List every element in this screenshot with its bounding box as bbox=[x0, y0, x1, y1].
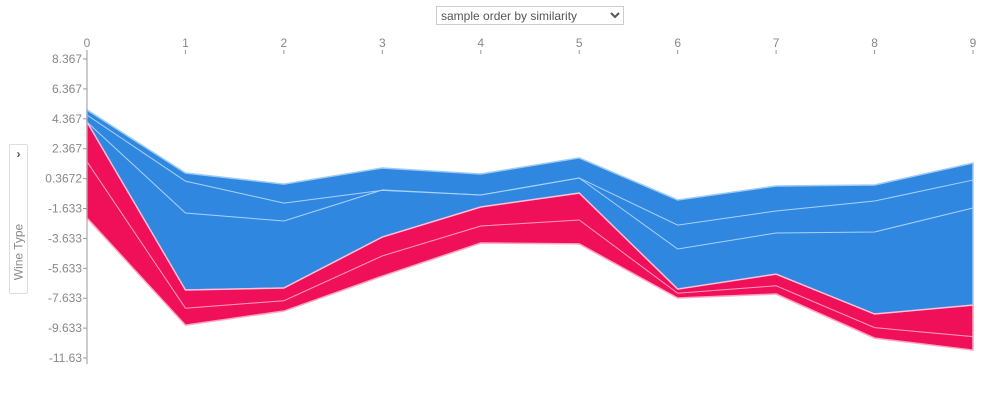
x-tick-label: 6 bbox=[674, 36, 681, 50]
y-tick-label: 8.367 bbox=[52, 52, 82, 66]
chevron-right-icon[interactable]: › bbox=[16, 147, 21, 161]
y-tick-label: -11.63 bbox=[49, 351, 82, 365]
x-tick-label: 1 bbox=[182, 36, 189, 50]
sample-order-select[interactable]: sample order by similarity bbox=[436, 6, 624, 25]
output-value-line bbox=[86, 121, 974, 315]
x-tick-label: 7 bbox=[773, 36, 780, 50]
y-tick-label: -7.633 bbox=[48, 291, 82, 305]
feature-boundary-line bbox=[86, 121, 974, 250]
x-tick-label: 3 bbox=[379, 36, 386, 50]
y-tick-label: -5.633 bbox=[48, 261, 82, 275]
feature-boundary-line bbox=[86, 161, 974, 338]
y-label-selector[interactable]: › Wine Type bbox=[9, 144, 28, 294]
y-tick-label: 2.367 bbox=[52, 142, 82, 156]
x-tick-label: 8 bbox=[871, 36, 878, 50]
y-tick-label: 4.367 bbox=[52, 112, 82, 126]
x-tick-label: 5 bbox=[576, 36, 583, 50]
y-tick-label: -9.633 bbox=[48, 321, 82, 335]
y-tick-label: -1.633 bbox=[48, 202, 82, 216]
y-tick-label: -3.633 bbox=[48, 231, 82, 245]
x-tick-label: 0 bbox=[84, 36, 91, 50]
y-tick-label: 6.367 bbox=[52, 82, 82, 96]
y-tick-label: 0.3672 bbox=[45, 172, 82, 186]
x-tick-label: 9 bbox=[970, 36, 977, 50]
x-tick-label: 2 bbox=[281, 36, 288, 50]
x-tick-label: 4 bbox=[477, 36, 484, 50]
